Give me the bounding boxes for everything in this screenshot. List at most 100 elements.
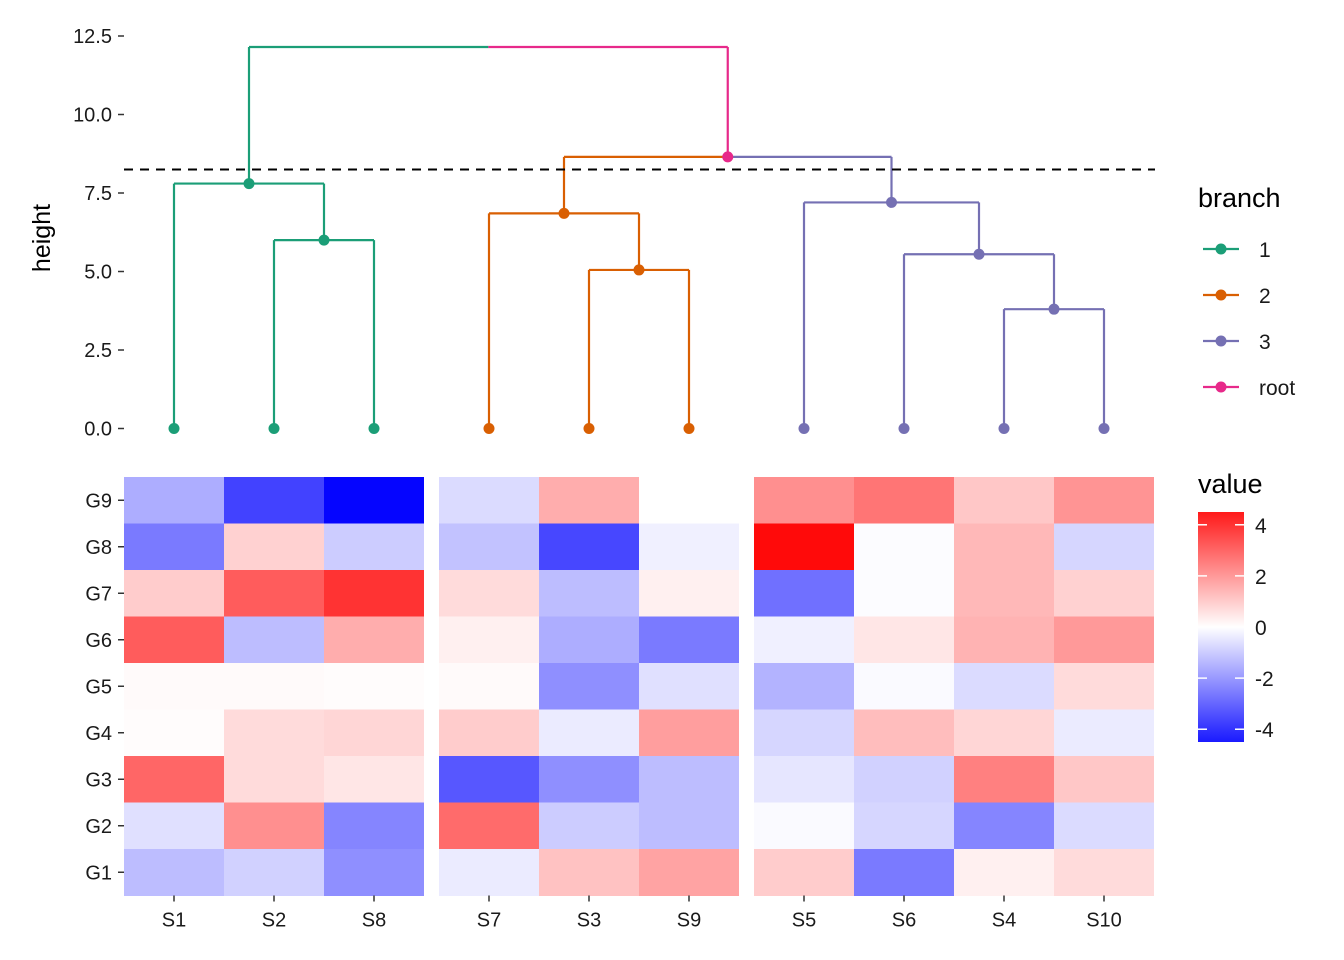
heatmap-cell (224, 849, 324, 896)
branch-node (1048, 303, 1060, 315)
heatmap-cell (324, 849, 424, 896)
heatmap-cell (324, 802, 424, 850)
branch-node (558, 207, 570, 219)
heatmap-cell (1054, 616, 1154, 664)
branch-node (318, 234, 330, 246)
heatmap-cell (224, 709, 324, 757)
column-label: S3 (577, 910, 601, 932)
heatmap-cell (324, 477, 424, 524)
heatmap-cell (124, 477, 224, 524)
row-label: G6 (85, 630, 112, 652)
heatmap-cell (539, 616, 639, 664)
heatmap-x-axis: S1 S2 S8 S7 S3 S9 S5 S6 S4 S10 (162, 895, 1122, 932)
heatmap-cell (224, 756, 324, 803)
leaf-node (998, 423, 1010, 434)
row-label: G5 (85, 676, 112, 698)
heatmap-cell (124, 616, 224, 664)
leaf-node (368, 423, 380, 434)
heatmap-cell (1054, 523, 1154, 571)
heatmap-cell (324, 570, 424, 617)
heatmap-cell (954, 802, 1054, 850)
heatmap-cell (754, 477, 854, 524)
color-bar-label: -4 (1255, 719, 1274, 742)
dendrogram-y-axis: 0.0 2.5 5.0 7.5 10.0 12.5 (73, 26, 124, 441)
color-bar-label: 4 (1255, 515, 1267, 538)
row-label: G4 (85, 723, 112, 745)
heatmap-cell (754, 756, 854, 803)
heatmap-cell (754, 616, 854, 664)
column-label: S5 (792, 910, 816, 932)
heatmap-cell (1054, 802, 1154, 850)
y-tick-label: 2.5 (84, 340, 112, 362)
heatmap-cell (954, 849, 1054, 896)
heatmap-cell (439, 802, 539, 850)
column-label: S2 (262, 910, 286, 932)
heatmap-cell (854, 709, 954, 757)
heatmap-cell (124, 570, 224, 617)
heatmap-cell (954, 756, 1054, 803)
row-label: G1 (85, 862, 112, 884)
heatmap-cell (639, 849, 739, 896)
legend-key-dot (1215, 289, 1227, 301)
heatmap-cell (1054, 477, 1154, 524)
heatmap-cell (1054, 570, 1154, 617)
heatmap-cell (854, 570, 954, 617)
heatmap-cell (539, 663, 639, 710)
column-label: S10 (1086, 910, 1122, 932)
heatmap-cell (124, 663, 224, 710)
heatmap-cell (439, 570, 539, 617)
legend-label: 3 (1259, 331, 1271, 354)
heatmap-cell (1054, 756, 1154, 803)
legend-label: 2 (1259, 285, 1271, 308)
heatmap-cell (324, 756, 424, 803)
dendrogram-nodes (168, 151, 1110, 434)
column-label: S4 (992, 910, 1016, 932)
heatmap-cell (324, 663, 424, 710)
heatmap-y-axis: G9 G8 G7 G6 G5 G4 G3 G2 G1 (85, 490, 124, 884)
heatmap-cell (954, 709, 1054, 757)
color-bar-label: -2 (1255, 668, 1274, 691)
legend-key-dot (1215, 335, 1227, 347)
heatmap-cell (1054, 849, 1154, 896)
legend-label: root (1259, 377, 1295, 400)
branch-node (243, 178, 255, 190)
heatmap-cell (639, 802, 739, 850)
heatmap-cell (754, 570, 854, 617)
y-tick-label: 10.0 (73, 105, 112, 127)
heatmap-cell (754, 849, 854, 896)
heatmap-cell (324, 523, 424, 571)
heatmap-cell (124, 523, 224, 571)
color-bar-label: 0 (1255, 617, 1267, 640)
heatmap-cells (124, 477, 1154, 896)
heatmap-cell (439, 709, 539, 757)
heatmap-cell (224, 616, 324, 664)
heatmap-cell (754, 523, 854, 571)
y-tick-label: 7.5 (84, 183, 112, 205)
row-label: G2 (85, 816, 112, 838)
heatmap-cell (124, 849, 224, 896)
heatmap-cell (439, 477, 539, 524)
y-tick-label: 0.0 (84, 419, 112, 441)
heatmap-cell (954, 570, 1054, 617)
heatmap-cell (439, 849, 539, 896)
heatmap-cell (539, 477, 639, 524)
heatmap-cell (639, 523, 739, 571)
dendrogram-branches (172, 45, 1106, 429)
heatmap-cell (639, 616, 739, 664)
legend-key-dot (1215, 243, 1227, 255)
column-label: S7 (477, 910, 501, 932)
heatmap-cell (639, 756, 739, 803)
heatmap-cell (639, 477, 739, 524)
heatmap-cell (539, 802, 639, 850)
leaf-node (168, 423, 180, 434)
leaf-node (798, 423, 810, 434)
branch-node (633, 264, 645, 276)
y-tick-label: 5.0 (84, 262, 112, 284)
heatmap-cell (224, 570, 324, 617)
heatmap-cell (124, 709, 224, 757)
heatmap-cell (639, 570, 739, 617)
branch-node (886, 196, 897, 208)
row-label: G3 (85, 769, 112, 791)
heatmap-cell (539, 756, 639, 803)
